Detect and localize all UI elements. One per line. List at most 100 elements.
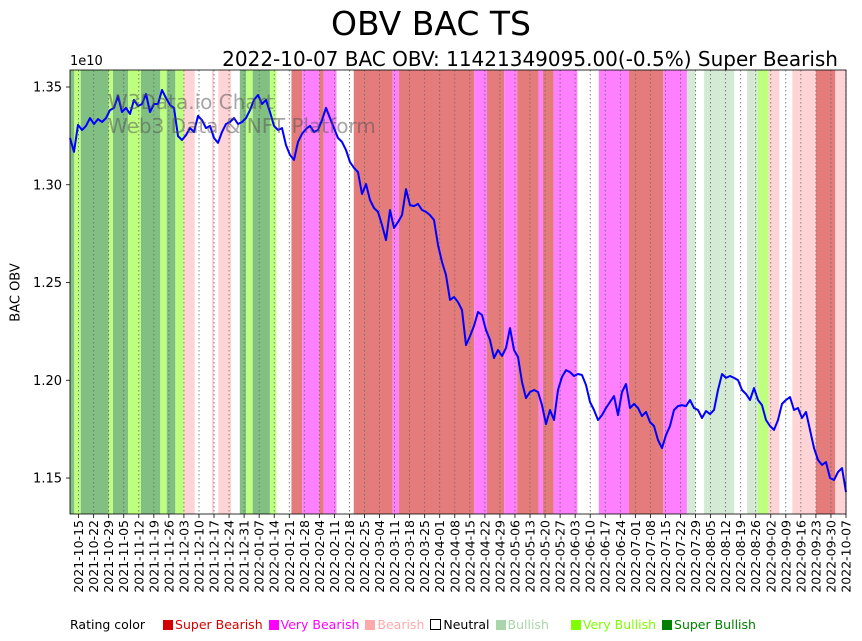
rating-band-bearish bbox=[768, 70, 780, 514]
rating-band-super-bullish bbox=[112, 70, 129, 514]
x-tick-label: 2022-03-18 bbox=[402, 520, 417, 593]
legend-swatch bbox=[268, 620, 279, 630]
rating-band-very-bearish bbox=[504, 70, 518, 514]
x-tick-label: 2022-05-06 bbox=[507, 520, 522, 593]
legend-label: Neutral bbox=[443, 617, 490, 632]
rating-band-very-bullish bbox=[128, 70, 141, 514]
rating-band-bearish bbox=[792, 70, 816, 514]
x-tick-label: 2022-09-16 bbox=[793, 520, 808, 593]
rating-band-very-bearish bbox=[598, 70, 629, 514]
x-tick-label: 2022-07-01 bbox=[628, 520, 643, 593]
x-tick-label: 2021-12-24 bbox=[222, 520, 237, 593]
rating-band-super-bearish bbox=[291, 70, 303, 514]
rating-band-very-bearish bbox=[392, 70, 399, 514]
rating-band-very-bearish bbox=[553, 70, 578, 514]
rating-band-very-bullish bbox=[269, 70, 277, 514]
x-tick-label: 2022-10-07 bbox=[839, 520, 854, 593]
rating-band-super-bearish bbox=[517, 70, 539, 514]
x-tick-label: 2022-04-01 bbox=[432, 520, 447, 593]
rating-band-very-bearish bbox=[474, 70, 488, 514]
legend-label: Super Bullish bbox=[674, 617, 756, 632]
x-tick-label: 2022-07-15 bbox=[658, 520, 673, 593]
y-tick-label: 1.20 bbox=[33, 374, 62, 389]
x-tick-label: 2022-06-24 bbox=[613, 520, 628, 593]
legend-label: Bearish bbox=[377, 617, 425, 632]
legend-label: Very Bearish bbox=[280, 617, 360, 632]
legend-swatch bbox=[662, 620, 673, 630]
x-tick-label: 2021-11-05 bbox=[116, 520, 131, 593]
rating-band-bearish bbox=[218, 70, 232, 514]
x-tick-label: 2022-03-11 bbox=[387, 520, 402, 593]
y-tick-label: 1.30 bbox=[33, 178, 62, 193]
watermark-line-2: Web3 Data & NFT Platform bbox=[108, 114, 376, 138]
rating-band-bearish bbox=[835, 70, 846, 514]
x-tick-label: 2022-06-10 bbox=[583, 520, 598, 593]
x-tick-label: 2022-09-30 bbox=[823, 520, 838, 593]
x-tick-label: 2022-07-08 bbox=[643, 520, 658, 593]
rating-band-super-bullish bbox=[166, 70, 176, 514]
x-tick-label: 2022-01-14 bbox=[267, 520, 282, 593]
x-tick-label: 2021-12-17 bbox=[207, 520, 222, 593]
x-tick-label: 2022-04-15 bbox=[462, 520, 477, 593]
x-tick-label: 2022-09-02 bbox=[763, 520, 778, 593]
y-offset-label: 1e10 bbox=[70, 54, 103, 69]
plot-frame bbox=[69, 69, 847, 515]
x-tick-label: 2022-08-05 bbox=[703, 520, 718, 593]
x-tick-label: 2022-03-25 bbox=[417, 520, 432, 593]
rating-band-bearish bbox=[211, 70, 215, 514]
rating-band-super-bullish bbox=[252, 70, 270, 514]
x-tick-label: 2022-04-29 bbox=[492, 520, 507, 593]
x-tick-label: 2022-07-22 bbox=[673, 520, 688, 593]
legend: Rating color Super Bearish Very Bearish Be… bbox=[70, 617, 756, 632]
rating-band-very-bullish bbox=[757, 70, 769, 514]
x-tick-label: 2021-11-12 bbox=[131, 520, 146, 593]
legend-swatch bbox=[570, 620, 581, 630]
rating-band-super-bullish bbox=[70, 70, 75, 514]
x-tick-label: 2021-11-19 bbox=[146, 520, 161, 593]
x-tick-label: 2022-02-18 bbox=[342, 520, 357, 593]
rating-band-very-bullish bbox=[108, 70, 113, 514]
x-tick-label: 2021-10-22 bbox=[86, 520, 101, 593]
rating-band-bullish bbox=[747, 70, 758, 514]
x-tick-label: 2022-05-27 bbox=[553, 520, 568, 593]
rating-band-super-bearish bbox=[353, 70, 393, 514]
legend-swatch bbox=[365, 620, 376, 630]
chart-subtitle: 2022-10-07 BAC OBV: 11421349095.00(-0.5%… bbox=[222, 47, 838, 71]
rating-band-very-bearish bbox=[663, 70, 687, 514]
legend-swatch bbox=[163, 620, 174, 630]
x-tick-label: 2021-12-10 bbox=[191, 520, 206, 593]
x-tick-label: 2022-06-03 bbox=[568, 520, 583, 593]
x-tick-label: 2021-12-03 bbox=[176, 520, 191, 593]
rating-band-super-bearish bbox=[398, 70, 475, 514]
x-tick-label: 2022-05-20 bbox=[538, 520, 553, 593]
rating-band-super-bearish bbox=[815, 70, 836, 514]
rating-band-super-bullish bbox=[239, 70, 247, 514]
rating-band-very-bullish bbox=[160, 70, 167, 514]
rating-band-super-bearish bbox=[628, 70, 664, 514]
x-tick-label: 2022-02-11 bbox=[327, 520, 342, 593]
rating-band-super-bullish bbox=[140, 70, 161, 514]
legend-swatch bbox=[495, 620, 506, 630]
rating-band-bearish bbox=[183, 70, 195, 514]
x-tick-label: 2022-09-23 bbox=[808, 520, 823, 593]
rating-band-super-bullish bbox=[80, 70, 109, 514]
x-tick-label: 2022-04-08 bbox=[447, 520, 462, 593]
legend-title: Rating color bbox=[70, 617, 146, 632]
x-tick-label: 2022-07-29 bbox=[688, 520, 703, 593]
x-tick-label: 2022-01-21 bbox=[282, 520, 297, 593]
legend-label: Super Bearish bbox=[175, 617, 263, 632]
legend-label: Very Bullish bbox=[582, 617, 657, 632]
x-tick-label: 2022-05-13 bbox=[523, 520, 538, 593]
x-tick-label: 2022-08-12 bbox=[718, 520, 733, 593]
rating-band-super-bearish bbox=[319, 70, 324, 514]
x-tick-label: 2021-10-29 bbox=[101, 520, 116, 593]
rating-band-very-bullish bbox=[175, 70, 184, 514]
rating-band-very-bullish bbox=[74, 70, 81, 514]
rating-band-bullish bbox=[686, 70, 696, 514]
rating-band-very-bearish bbox=[538, 70, 543, 514]
legend-swatch bbox=[430, 619, 442, 630]
x-tick-label: 2022-08-19 bbox=[733, 520, 748, 593]
x-tick-label: 2022-03-04 bbox=[372, 520, 387, 593]
chart-title: OBV BAC TS bbox=[331, 4, 531, 43]
rating-band-very-bearish bbox=[302, 70, 320, 514]
